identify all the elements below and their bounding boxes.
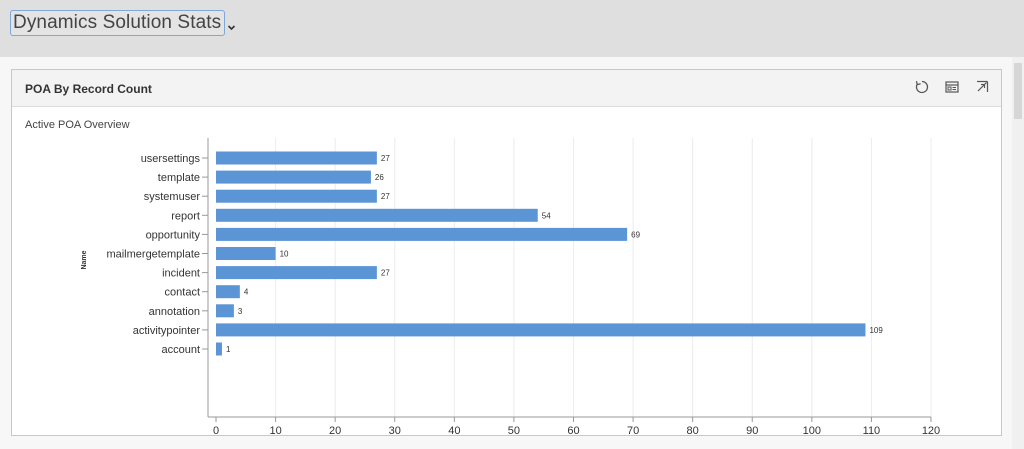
x-tick-label: 100 bbox=[803, 425, 821, 435]
y-axis-label: Name bbox=[81, 250, 88, 269]
chevron-down-icon bbox=[227, 19, 236, 30]
scrollbar-thumb[interactable] bbox=[1014, 63, 1022, 119]
category-label: activitypointer bbox=[133, 325, 201, 337]
bar[interactable] bbox=[216, 189, 377, 203]
bar[interactable] bbox=[216, 208, 538, 222]
view-selector[interactable]: Dynamics Solution Stats bbox=[10, 10, 236, 36]
x-tick-label: 30 bbox=[389, 425, 401, 435]
data-label: 4 bbox=[244, 288, 249, 297]
x-tick-label: 90 bbox=[746, 425, 758, 435]
data-label: 27 bbox=[381, 192, 390, 201]
data-label: 69 bbox=[631, 230, 640, 239]
category-label: systemuser bbox=[144, 191, 201, 203]
expand-button[interactable] bbox=[973, 78, 991, 96]
data-label: 1 bbox=[226, 345, 231, 354]
x-tick-label: 120 bbox=[922, 425, 940, 435]
bar[interactable] bbox=[216, 227, 628, 241]
category-label: report bbox=[171, 210, 200, 222]
view-records-icon bbox=[945, 81, 959, 93]
x-tick-label: 20 bbox=[329, 425, 341, 435]
x-tick-label: 10 bbox=[269, 425, 281, 435]
bar[interactable] bbox=[216, 285, 240, 299]
x-tick-label: 40 bbox=[448, 425, 460, 435]
chart-panel: POA By Record Count bbox=[11, 69, 1002, 436]
data-label: 26 bbox=[375, 173, 384, 182]
data-label: 109 bbox=[869, 326, 883, 335]
category-label: account bbox=[161, 344, 200, 356]
bar[interactable] bbox=[216, 266, 377, 280]
category-label: incident bbox=[162, 268, 200, 280]
x-tick-label: 60 bbox=[567, 425, 579, 435]
category-label: contact bbox=[165, 287, 200, 299]
chart-title: Active POA Overview bbox=[25, 119, 130, 131]
header-bar: Dynamics Solution Stats bbox=[0, 0, 1024, 57]
panel-tools bbox=[913, 78, 991, 96]
view-records-button[interactable] bbox=[943, 78, 961, 96]
vertical-scrollbar[interactable] bbox=[1012, 57, 1024, 449]
x-tick-label: 0 bbox=[213, 425, 219, 435]
category-label: opportunity bbox=[146, 229, 201, 241]
bar[interactable] bbox=[216, 342, 222, 356]
data-label: 3 bbox=[238, 307, 243, 316]
panel-title: POA By Record Count bbox=[25, 82, 152, 96]
category-label: usersettings bbox=[141, 153, 201, 165]
view-title: Dynamics Solution Stats bbox=[13, 12, 222, 33]
category-label: mailmergetemplate bbox=[106, 249, 200, 261]
category-label: annotation bbox=[149, 306, 200, 318]
data-label: 10 bbox=[280, 250, 289, 259]
refresh-icon bbox=[915, 80, 929, 94]
category-label: template bbox=[158, 172, 200, 184]
bar[interactable] bbox=[216, 151, 377, 165]
x-tick-label: 70 bbox=[627, 425, 639, 435]
x-tick-label: 80 bbox=[687, 425, 699, 435]
bar-chart: usersettings 27 template 26 systemuser 27 repo… bbox=[81, 138, 940, 435]
data-label: 54 bbox=[542, 211, 551, 220]
panel-header: POA By Record Count bbox=[12, 70, 1001, 107]
expand-icon bbox=[977, 80, 989, 92]
x-tick-label: 50 bbox=[508, 425, 520, 435]
data-label: 27 bbox=[381, 269, 390, 278]
bar[interactable] bbox=[216, 170, 371, 184]
bar[interactable] bbox=[216, 304, 234, 318]
data-label: 27 bbox=[381, 154, 390, 163]
bar[interactable] bbox=[216, 323, 866, 337]
refresh-button[interactable] bbox=[913, 78, 931, 96]
bar[interactable] bbox=[216, 247, 276, 260]
x-tick-label: 110 bbox=[863, 425, 881, 435]
